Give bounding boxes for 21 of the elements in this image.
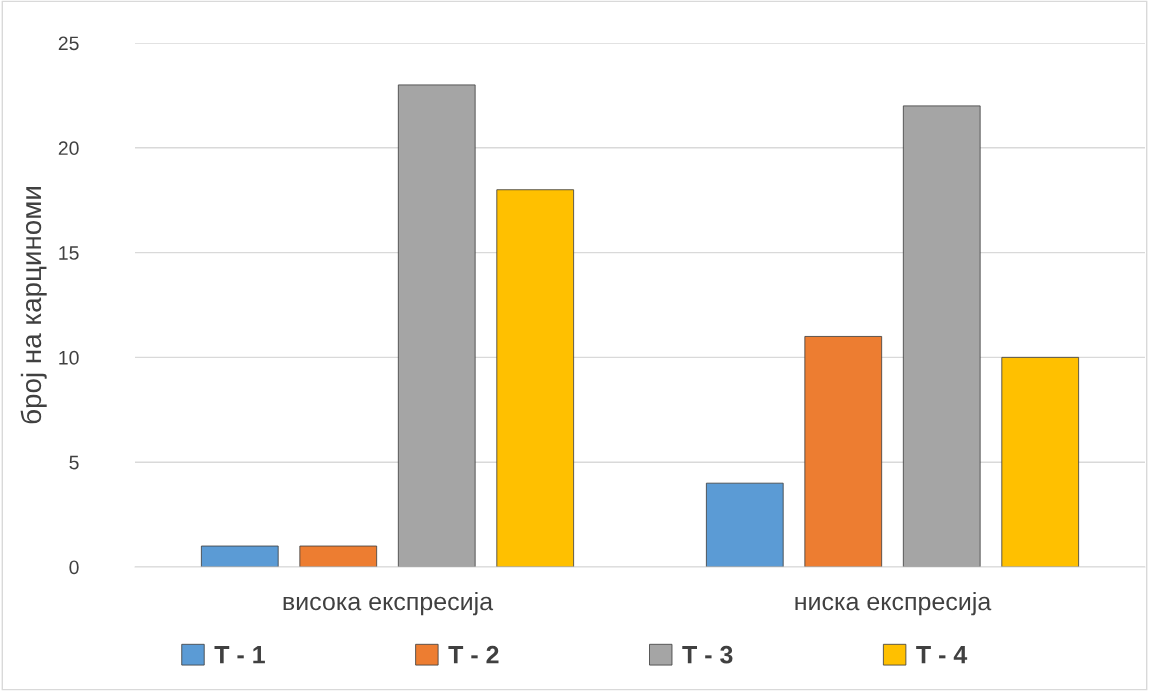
y-tick-label: 20 [58,141,79,156]
legend-label: T - 1 [214,646,265,664]
bar [804,336,883,567]
bar [397,84,476,567]
y-tick-label: 25 [58,36,79,51]
legend-label: T - 2 [448,645,499,664]
bar [705,482,784,567]
y-axis-title: број на карциноми [20,187,47,424]
bar [902,105,981,567]
bar [200,545,279,567]
x-tick-label: ниска експресија [795,592,992,616]
bar [1001,356,1080,567]
bar [496,189,575,567]
legend-label: T - 3 [682,645,733,664]
legend-label: T - 4 [916,646,968,664]
y-tick-label: 0 [69,560,79,575]
y-tick-label: 5 [69,455,79,470]
bar [299,545,378,567]
x-tick-label: висока експресија [283,592,494,616]
y-tick-label: 10 [59,350,79,365]
y-tick-label: 15 [59,246,79,260]
